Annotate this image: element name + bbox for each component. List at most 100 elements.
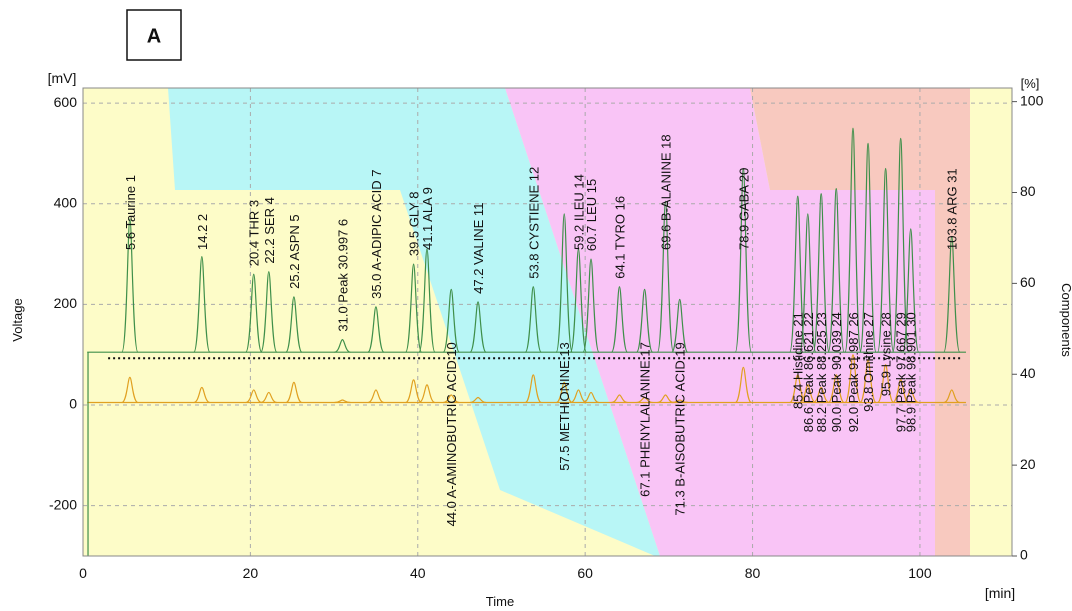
gradient-region — [505, 88, 935, 556]
gradient-region — [750, 88, 970, 556]
peak — [121, 376, 139, 404]
peak — [636, 396, 653, 404]
peak — [334, 399, 351, 404]
x-tick-label: 100 — [908, 565, 932, 581]
y2-tick-label: 0 — [1020, 547, 1028, 563]
y2-tick-label: 60 — [1020, 274, 1036, 290]
peak-label: 95.9 Lysine 28 — [879, 312, 894, 396]
peak-label: 64.1 TYRO 16 — [612, 196, 627, 279]
x-unit: [min] — [985, 585, 1015, 601]
x-tick-label: 40 — [410, 565, 426, 581]
y2-axis-label: Components — [1059, 283, 1072, 357]
peak-label: 41.1 ALA 9 — [420, 187, 435, 250]
y-unit: [mV] — [48, 70, 77, 86]
peak — [799, 213, 817, 353]
peak-label: 5.6 Taurine 1 — [123, 175, 138, 250]
peak — [812, 386, 830, 404]
peak — [789, 195, 807, 353]
peak-label: 97.7 Peak 97.667 29 — [894, 312, 909, 432]
peak — [469, 301, 487, 353]
peak — [524, 374, 542, 404]
peak — [877, 364, 895, 404]
peak — [405, 263, 423, 353]
peak-label: 90.0 Peak 90.039 24 — [829, 312, 844, 432]
peak — [844, 127, 862, 353]
peak — [902, 228, 920, 353]
peak — [582, 391, 600, 404]
peak — [193, 386, 211, 404]
peak — [671, 298, 689, 353]
peak — [859, 142, 877, 353]
peak — [635, 288, 654, 353]
peak — [245, 273, 263, 353]
peak — [943, 389, 960, 404]
peak — [610, 286, 629, 353]
peak — [524, 286, 542, 353]
peak — [555, 381, 573, 404]
plot-frame — [82, 87, 1013, 557]
peak — [827, 188, 845, 353]
peak-label: 98.9 Peak 98.901 30 — [904, 312, 919, 432]
peak — [656, 200, 675, 353]
peak — [569, 248, 588, 353]
peak — [671, 399, 688, 404]
peak — [245, 389, 262, 404]
peak-label: 31.0 Peak 30.997 6 — [335, 219, 350, 332]
peak — [334, 339, 351, 353]
peak-label: 35.0 A-ADIPIC ACID 7 — [369, 170, 384, 299]
peak-label: 39.5 GLY 8 — [407, 192, 422, 257]
x-tick-label: 20 — [243, 565, 259, 581]
peak — [877, 167, 895, 353]
gradient-region — [168, 88, 660, 556]
peak — [285, 381, 303, 404]
y-axis-label: Voltage — [10, 298, 25, 341]
peak — [405, 379, 422, 404]
peak — [844, 354, 862, 404]
peak — [892, 379, 909, 404]
peak — [611, 394, 628, 404]
peak-label: 47.2 VALINE 11 — [471, 203, 486, 294]
peak — [193, 255, 211, 353]
y-tick-label: 600 — [54, 94, 78, 110]
x-tick-label: 60 — [577, 565, 593, 581]
peak-label: 20.4 THR 3 — [247, 200, 262, 266]
peak — [799, 384, 817, 404]
peak-label: 71.3 B-AISOBUTRIC ACID 19 — [673, 342, 688, 515]
peak — [260, 271, 278, 353]
peak — [285, 296, 303, 353]
peak — [442, 288, 460, 353]
peak — [902, 389, 919, 404]
peak — [892, 137, 910, 353]
peak — [827, 374, 845, 404]
peak-label: 78.9 GABA 20 — [736, 168, 751, 250]
peak — [555, 213, 573, 353]
peak — [582, 258, 600, 353]
peak — [789, 374, 807, 404]
peak — [367, 306, 385, 353]
y2-tick-label: 100 — [1020, 92, 1044, 108]
peak-label: 86.6 Peak 86.621 22 — [801, 312, 816, 432]
peak — [443, 394, 460, 404]
peak-label: 14.2 2 — [195, 214, 210, 250]
peak — [812, 193, 830, 353]
x-axis-label: Time — [486, 594, 514, 606]
peak-label: 57.5 METHIONINE 13 — [557, 342, 572, 471]
peak-label: 25.2 ASPN 5 — [287, 214, 302, 288]
y-tick-label: 0 — [69, 396, 77, 412]
peak-label: 53.8 CYSTIENE 12 — [526, 167, 541, 279]
peak-label: 88.2 Peak 88.225 23 — [814, 312, 829, 432]
y-tick-label: -200 — [49, 496, 77, 512]
peak-label: 69.6 B-ALANINE 18 — [659, 134, 674, 250]
peak-label: 93.8 Ornithine 27 — [861, 312, 876, 412]
peak-label: 22.2 SER 4 — [262, 197, 277, 264]
peak-label: 59.2 ILEU 14 — [571, 174, 586, 250]
peak — [943, 235, 961, 353]
peak — [121, 218, 139, 353]
x-tick-label: 80 — [745, 565, 761, 581]
peak-label: 60.7 LEU 15 — [584, 179, 599, 251]
peak — [260, 391, 277, 404]
y-tick-label: 200 — [54, 295, 78, 311]
peak-label: 103.8 ARG 31 — [945, 168, 960, 250]
